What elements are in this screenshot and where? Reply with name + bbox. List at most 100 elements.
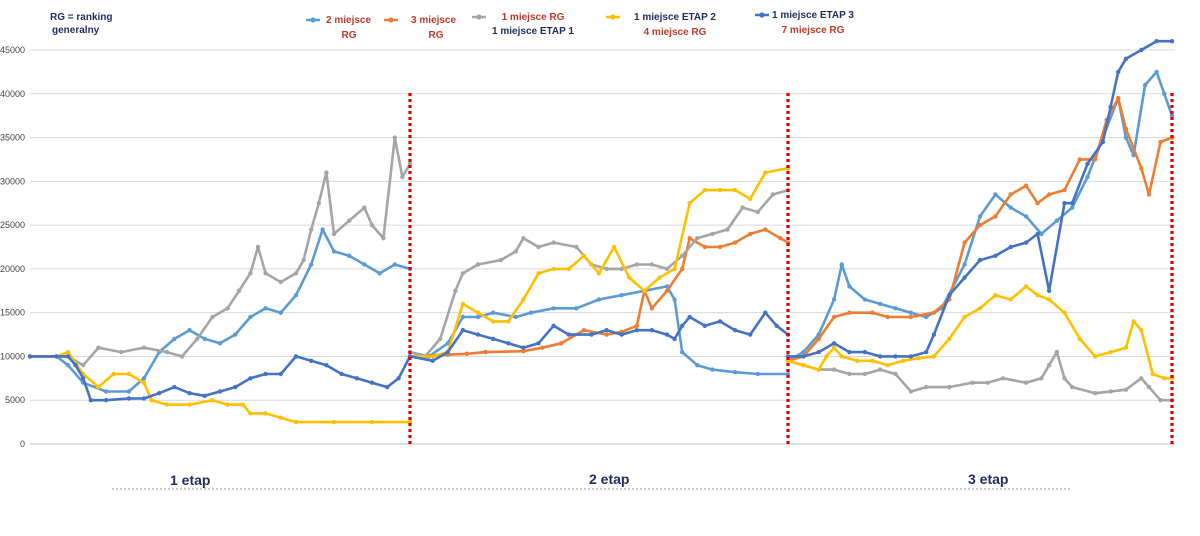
data-point <box>1158 139 1163 145</box>
data-point <box>1039 376 1044 381</box>
data-point <box>445 349 450 355</box>
data-point <box>847 310 852 315</box>
data-point <box>589 332 594 337</box>
data-point <box>1139 47 1144 53</box>
data-point <box>126 389 131 394</box>
stage-label-2: 2 etap <box>589 471 629 487</box>
data-point <box>551 240 556 245</box>
data-point <box>369 380 375 385</box>
data-point <box>407 161 413 166</box>
data-point <box>320 227 325 232</box>
data-point <box>233 332 238 337</box>
data-point <box>993 293 998 298</box>
data-point <box>862 297 867 302</box>
y-tick-label: 10000 <box>0 351 25 361</box>
data-point <box>931 310 937 315</box>
data-point <box>770 192 776 197</box>
data-point <box>1008 244 1013 250</box>
data-point <box>755 209 760 215</box>
data-point <box>1062 310 1067 315</box>
data-point <box>475 332 481 337</box>
data-point <box>1093 391 1098 396</box>
data-point <box>977 257 983 263</box>
data-point <box>513 249 518 254</box>
data-point <box>491 336 496 342</box>
data-point <box>293 271 299 276</box>
data-point <box>581 328 587 333</box>
y-tick-label: 35000 <box>0 133 25 143</box>
data-point <box>381 236 386 241</box>
data-point <box>164 349 169 355</box>
data-point <box>1008 205 1013 210</box>
data-point <box>672 266 677 272</box>
data-point <box>491 310 496 315</box>
data-point <box>65 363 71 368</box>
data-point <box>1077 336 1083 342</box>
legend-item-s_lightblue: 2 miejsce RG <box>306 15 371 41</box>
data-point <box>187 402 192 407</box>
data-point <box>536 271 541 276</box>
data-point <box>774 323 779 328</box>
data-point <box>664 332 670 337</box>
data-point <box>816 349 821 355</box>
data-point <box>893 354 898 359</box>
y-tick-label: 20000 <box>0 264 25 274</box>
data-point <box>634 262 639 267</box>
data-point <box>362 262 367 267</box>
data-point <box>847 349 852 355</box>
data-point <box>430 358 435 363</box>
data-point <box>924 314 929 320</box>
data-point <box>1023 240 1029 245</box>
data-point <box>236 288 242 293</box>
data-point <box>970 380 975 385</box>
data-point <box>748 231 753 237</box>
data-point <box>347 218 352 223</box>
data-point <box>103 398 109 403</box>
data-point <box>1162 376 1167 381</box>
data-point <box>993 214 998 219</box>
data-point <box>1146 192 1152 197</box>
series-s_lightblue <box>27 69 1175 394</box>
data-point <box>309 358 314 363</box>
data-point <box>566 332 571 337</box>
data-point <box>717 244 723 250</box>
legend-swatch-marker <box>610 14 616 20</box>
series-s_yellow <box>27 166 1175 425</box>
data-point <box>528 310 534 315</box>
data-point <box>141 380 147 385</box>
data-point <box>172 336 177 342</box>
data-point <box>263 411 268 416</box>
data-point <box>596 297 602 302</box>
data-point <box>778 236 783 241</box>
data-point <box>255 244 261 250</box>
legend-label-line2: RG <box>429 30 444 41</box>
data-point <box>831 297 837 302</box>
data-point <box>1008 297 1013 302</box>
y-tick-label: 45000 <box>0 45 25 55</box>
data-point <box>604 266 609 272</box>
legend-item-s_orange: 3 miejsce RG <box>384 15 456 41</box>
data-point <box>81 376 86 381</box>
data-point <box>901 358 906 363</box>
data-point <box>878 301 883 307</box>
data-point <box>96 345 101 350</box>
series-s_darkblue <box>27 39 1175 403</box>
data-point <box>1000 376 1006 381</box>
data-point <box>664 288 670 293</box>
data-point <box>141 345 147 350</box>
data-point <box>619 332 624 337</box>
data-point <box>680 253 685 258</box>
data-point <box>831 345 837 350</box>
data-point <box>680 323 685 328</box>
data-point <box>702 323 707 328</box>
data-point <box>187 328 192 333</box>
data-point <box>347 253 352 258</box>
data-point <box>1070 201 1075 206</box>
data-point <box>816 336 821 342</box>
data-point <box>985 380 990 385</box>
data-point <box>1139 376 1144 381</box>
data-point <box>717 187 723 193</box>
series-line <box>786 285 1174 380</box>
data-point <box>225 306 230 311</box>
